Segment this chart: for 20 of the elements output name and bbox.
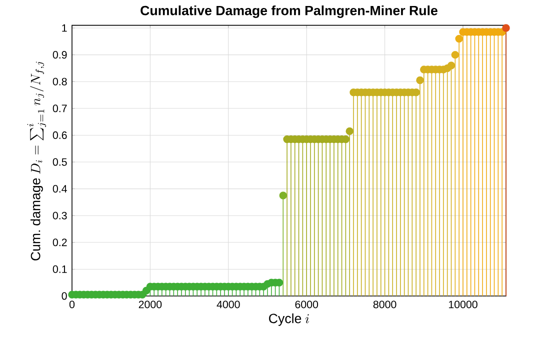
x-axis-title: $\mathrm{Cycle}\ i$ (269, 313, 309, 326)
y-tick-label: 0.4 (52, 185, 67, 193)
y-tick-label: 1 (62, 24, 67, 32)
x-tick-label: 10000 (448, 300, 478, 308)
x-tick-label: 4000 (216, 300, 240, 308)
chart-title: Cumulative Damage from Palmgren-Miner Rule (140, 5, 438, 18)
x-tick-label: 6000 (295, 300, 318, 308)
y-tick-label: 0.7 (52, 104, 67, 112)
y-tick-label: 0 (62, 292, 67, 300)
y-tick-label: 0.1 (52, 265, 67, 273)
y-tick-label: 0.3 (52, 212, 67, 220)
x-tick-label: 0 (69, 300, 75, 308)
y-tick-label: 0.9 (52, 51, 67, 59)
y-tick-label: 0.8 (52, 78, 67, 86)
y-axis-title: $\mathrm{Cum.\ damage}\ D_i = \sum_{j=1}^{i} n_j/N_{f,j}$ (27, 62, 46, 260)
y-tick-label: 0.2 (52, 238, 67, 246)
x-tick-label: 2000 (138, 300, 162, 308)
x-tick-label: 8000 (373, 300, 396, 308)
y-tick-label: 0.6 (52, 131, 67, 139)
y-tick-label: 0.5 (52, 158, 67, 166)
